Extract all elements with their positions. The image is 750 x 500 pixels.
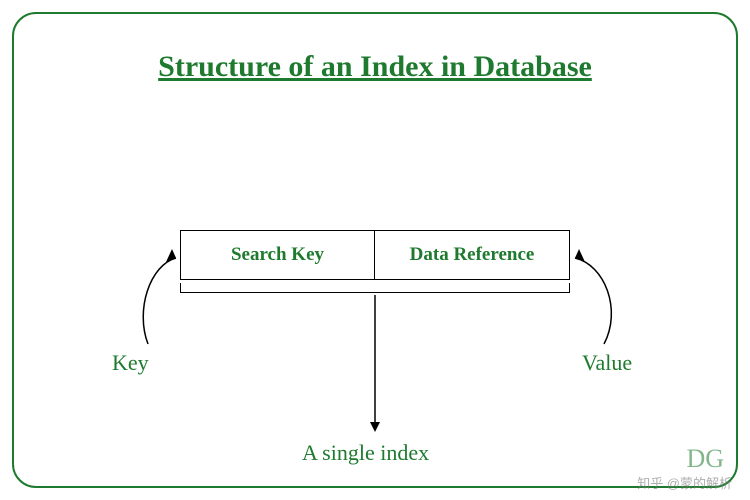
cell-data-reference: Data Reference	[375, 231, 569, 279]
watermark: 知乎 @蒙的解析	[637, 473, 732, 492]
page-title: Structure of an Index in Database	[0, 50, 750, 84]
label-value: Value	[582, 350, 632, 376]
label-single-index: A single index	[302, 440, 429, 466]
bracket-underline	[180, 283, 570, 293]
corner-logo: DG	[686, 444, 724, 474]
label-key: Key	[112, 350, 149, 376]
cell-search-key: Search Key	[181, 231, 375, 279]
index-box: Search Key Data Reference	[180, 230, 570, 280]
